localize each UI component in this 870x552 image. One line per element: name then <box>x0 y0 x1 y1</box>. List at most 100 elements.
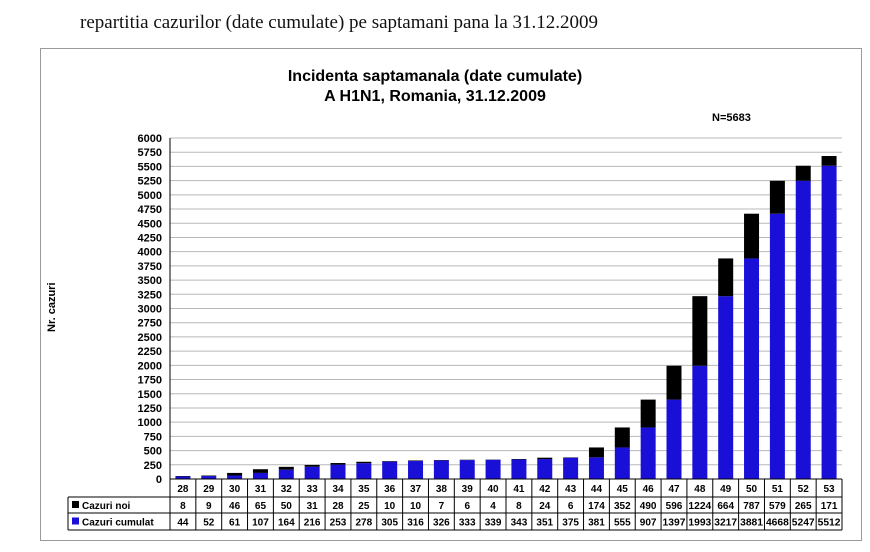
bar-cumulat <box>175 476 191 479</box>
table-cell-value: 65 <box>255 501 267 512</box>
bar-cumulat <box>408 461 424 479</box>
x-tick-label: 50 <box>746 484 758 495</box>
x-tick-label: 49 <box>720 484 732 495</box>
x-tick-label: 51 <box>772 484 784 495</box>
y-tick-label: 5500 <box>138 161 162 173</box>
bar-cumulat <box>227 475 243 479</box>
table-cell-value: 352 <box>614 501 631 512</box>
y-tick-label: 4750 <box>138 204 162 216</box>
table-cell-value: 61 <box>229 518 241 529</box>
table-cell-value: 10 <box>410 501 422 512</box>
table-cell-value: 164 <box>278 518 295 529</box>
bar-noi <box>744 213 760 259</box>
table-cell-value: 253 <box>330 518 347 529</box>
bar-cumulat <box>795 180 811 479</box>
y-tick-label: 3000 <box>138 304 162 316</box>
x-tick-label: 28 <box>177 484 189 495</box>
table-cell-value: 24 <box>539 501 551 512</box>
x-tick-label: 43 <box>565 484 577 495</box>
bar-noi <box>769 180 785 214</box>
x-tick-label: 47 <box>668 484 680 495</box>
bar-noi <box>640 399 656 428</box>
y-tick-label: 4000 <box>138 247 162 259</box>
table-cell-value: 787 <box>743 501 760 512</box>
y-tick-label: 0 <box>156 474 162 486</box>
table-cell-value: 8 <box>180 501 186 512</box>
table-cell-value: 1224 <box>688 501 711 512</box>
bar-cumulat <box>278 469 294 479</box>
y-tick-label: 1500 <box>138 389 162 401</box>
x-tick-label: 39 <box>462 484 474 495</box>
table-cell-value: 107 <box>252 518 269 529</box>
table-cell-value: 555 <box>614 518 631 529</box>
x-tick-label: 34 <box>332 484 344 495</box>
x-tick-label: 33 <box>307 484 319 495</box>
bar-noi <box>614 427 630 448</box>
table-cell-value: 5247 <box>792 518 815 529</box>
bar-noi <box>821 156 837 166</box>
x-tick-label: 31 <box>255 484 267 495</box>
table-cell-value: 381 <box>588 518 605 529</box>
y-tick-label: 2250 <box>138 346 162 358</box>
y-tick-label: 5750 <box>138 147 162 159</box>
bar-noi <box>252 469 268 473</box>
y-tick-label: 500 <box>144 446 162 458</box>
table-cell-value: 305 <box>381 518 398 529</box>
x-tick-label: 35 <box>358 484 370 495</box>
bar-noi <box>227 472 243 476</box>
x-tick-label: 45 <box>617 484 629 495</box>
bar-noi <box>356 461 372 464</box>
x-tick-label: 32 <box>281 484 293 495</box>
table-cell-value: 46 <box>229 501 241 512</box>
table-cell-value: 50 <box>281 501 293 512</box>
bar-noi <box>537 457 553 460</box>
bar-cumulat <box>563 457 579 479</box>
bar-cumulat <box>252 472 268 479</box>
table-cell-value: 375 <box>562 518 579 529</box>
x-tick-label: 44 <box>591 484 603 495</box>
table-cell-value: 31 <box>307 501 319 512</box>
y-tick-label: 2750 <box>138 318 162 330</box>
bar-cumulat <box>666 399 682 479</box>
bar-noi <box>666 365 682 400</box>
bar-cumulat <box>744 258 760 479</box>
x-tick-label: 48 <box>694 484 706 495</box>
table-cell-value: 8 <box>516 501 522 512</box>
y-tick-label: 3250 <box>138 289 162 301</box>
table-cell-value: 333 <box>459 518 476 529</box>
y-tick-label: 4250 <box>138 232 162 244</box>
x-tick-label: 42 <box>539 484 551 495</box>
y-tick-label: 2500 <box>138 332 162 344</box>
y-tick-label: 3750 <box>138 261 162 273</box>
bar-cumulat <box>511 459 527 479</box>
x-tick-label: 30 <box>229 484 241 495</box>
bar-noi <box>304 464 320 467</box>
bar-noi <box>382 461 398 462</box>
bar-cumulat <box>356 463 372 479</box>
table-cell-value: 52 <box>203 518 215 529</box>
table-cell-value: 265 <box>795 501 812 512</box>
x-tick-label: 36 <box>384 484 396 495</box>
bar-cumulat <box>718 296 734 479</box>
bar-noi <box>588 447 604 458</box>
bar-noi <box>408 460 424 462</box>
table-cell-value: 343 <box>511 518 528 529</box>
x-tick-label: 46 <box>643 484 655 495</box>
bar-cumulat <box>640 427 656 479</box>
legend-row-noi: Cazuri noi <box>82 501 131 512</box>
bar-cumulat <box>382 461 398 479</box>
table-cell-value: 490 <box>640 501 657 512</box>
bar-cumulat <box>537 459 553 479</box>
bar-cumulat <box>614 447 630 479</box>
bar-cumulat <box>588 457 604 479</box>
page-caption: repartitia cazurilor (date cumulate) pe … <box>80 12 599 33</box>
table-cell-value: 596 <box>666 501 683 512</box>
bar-cumulat <box>692 365 708 479</box>
table-cell-value: 6 <box>568 501 574 512</box>
table-cell-value: 216 <box>304 518 321 529</box>
table-cell-value: 174 <box>588 501 605 512</box>
chart-subtitle: A H1N1, Romania, 31.12.2009 <box>324 88 546 105</box>
legend-row-cumulat: Cazuri cumulat <box>82 518 154 529</box>
table-cell-value: 579 <box>769 501 786 512</box>
x-tick-label: 53 <box>824 484 836 495</box>
